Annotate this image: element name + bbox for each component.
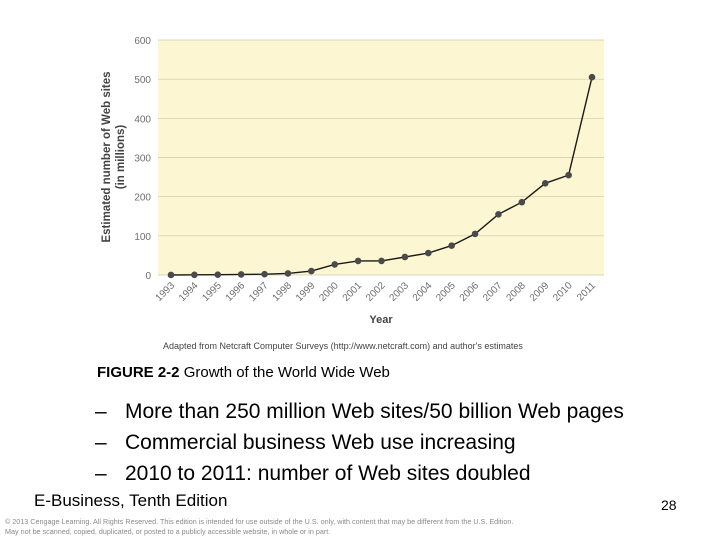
x-tick-label: 1998 xyxy=(271,280,295,304)
y-tick-label: 0 xyxy=(145,271,151,282)
copyright-line: © 2013 Cengage Learning. All Rights Rese… xyxy=(5,517,514,526)
web-growth-chart: 0 100 200 300 400 500 600 1993 1994 1995 1996 1997… xyxy=(101,36,604,351)
x-tick-label: 2000 xyxy=(317,280,341,304)
x-tick-label: 2006 xyxy=(458,280,482,304)
data-point xyxy=(378,257,385,265)
x-tick-label: 2010 xyxy=(551,280,575,304)
data-point xyxy=(167,271,175,279)
y-tick-label: 500 xyxy=(134,75,151,86)
bullet-text: More than 250 million Web sites/50 billi… xyxy=(125,400,624,423)
y-tick-label: 300 xyxy=(134,154,151,165)
y-axis-label-units: (in millions) xyxy=(115,125,127,190)
x-tick-label: 2004 xyxy=(411,280,435,304)
x-tick-label: 2011 xyxy=(575,280,598,303)
bullet-item: – Commercial business Web use increasing xyxy=(95,427,624,458)
x-tick-label: 1997 xyxy=(247,280,271,304)
data-point xyxy=(424,249,432,257)
x-tick-label: 2008 xyxy=(504,280,528,304)
copyright-notice: © 2013 Cengage Learning. All Rights Rese… xyxy=(5,517,605,537)
x-tick-label: 1995 xyxy=(200,280,224,304)
chart-source-note: Adapted from Netcraft Computer Surveys (… xyxy=(163,341,523,351)
data-point xyxy=(308,267,315,275)
x-tick-label: 2005 xyxy=(434,280,458,304)
x-tick-label: 1993 xyxy=(154,280,178,304)
x-tick-label: 2009 xyxy=(528,280,552,304)
data-point xyxy=(588,73,596,81)
x-tick-label: 2007 xyxy=(481,280,505,304)
data-point xyxy=(191,271,198,279)
footer-book-title: E-Business, Tenth Edition xyxy=(34,491,228,510)
y-axis-label: Estimated number of Web sites xyxy=(101,71,113,242)
figure-label: FIGURE 2-2 xyxy=(97,364,180,381)
y-tick-label: 100 xyxy=(134,232,151,243)
x-tick-label: 2002 xyxy=(364,280,388,304)
data-point xyxy=(471,230,479,238)
bullet-text: Commercial business Web use increasing xyxy=(125,431,516,454)
y-tick-label: 600 xyxy=(134,36,151,47)
bullet-dash: – xyxy=(95,462,107,485)
bullet-dash: – xyxy=(95,400,107,423)
bullet-item: – More than 250 million Web sites/50 bill… xyxy=(95,396,624,427)
data-point xyxy=(237,271,245,278)
data-point xyxy=(214,271,222,279)
y-tick-label: 400 xyxy=(134,114,151,125)
x-tick-label: 1999 xyxy=(294,280,318,304)
page-number: 28 xyxy=(661,497,677,513)
data-point xyxy=(518,198,526,206)
data-point xyxy=(541,180,549,187)
copyright-line: May not be scanned, copied, duplicated, … xyxy=(5,527,331,536)
figure-caption: FIGURE 2-2 Growth of the World Wide Web xyxy=(97,364,390,381)
bullet-dash: – xyxy=(95,431,107,454)
data-point xyxy=(331,261,339,268)
bullet-list: – More than 250 million Web sites/50 bill… xyxy=(95,396,624,489)
bullet-item: –2010 to 2011: number of Web sites doubl… xyxy=(95,458,624,489)
x-tick-label: 1994 xyxy=(177,280,201,304)
data-point xyxy=(565,171,572,179)
x-tick-label: 2001 xyxy=(341,280,365,304)
data-point xyxy=(354,257,362,265)
figure-title: Growth of the World Wide Web xyxy=(183,364,390,381)
data-point xyxy=(448,242,455,249)
data-point xyxy=(284,270,292,277)
bullet-text: 2010 to 2011: number of Web sites double… xyxy=(125,462,531,485)
data-point xyxy=(401,253,409,261)
x-axis-label: Year xyxy=(369,314,393,326)
x-tick-label: 1996 xyxy=(224,280,248,304)
x-tick-label: 2003 xyxy=(387,280,411,304)
y-tick-label: 200 xyxy=(134,193,151,204)
data-point xyxy=(495,210,502,218)
data-point xyxy=(261,270,268,278)
